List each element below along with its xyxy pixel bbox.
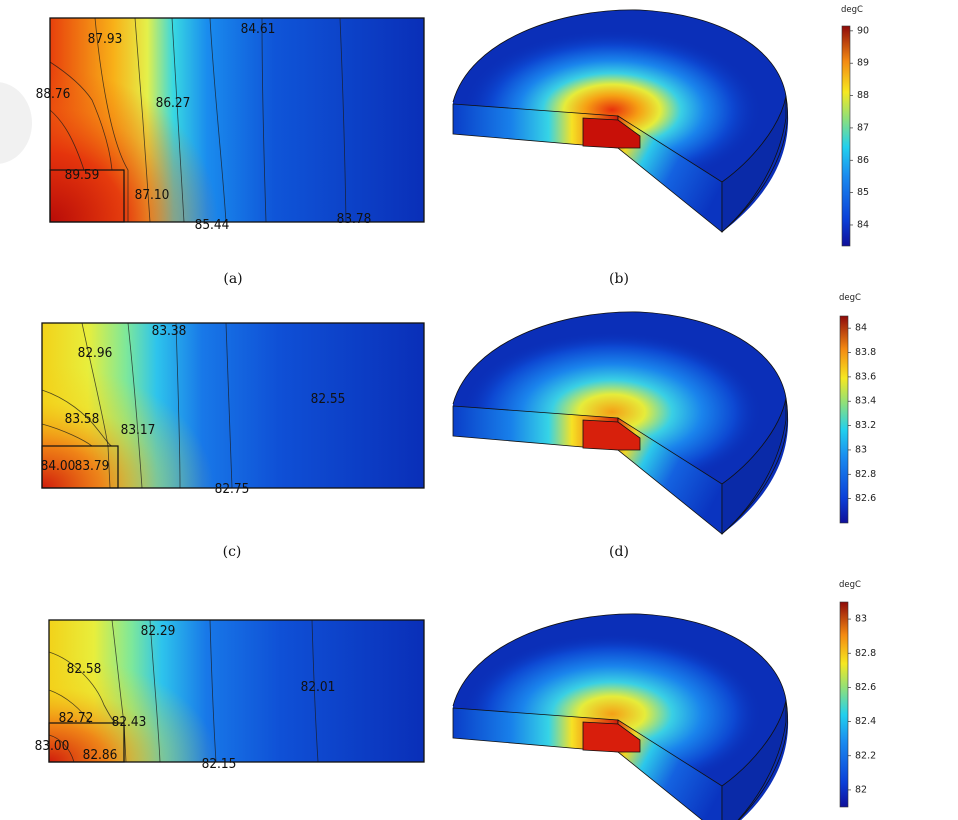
contour-label: 87.93	[88, 31, 123, 47]
colorbar-tick-label: 84	[857, 219, 869, 230]
solid-heater	[582, 419, 641, 451]
isotherm-line	[149, 619, 161, 763]
caption-solid: (b)	[609, 271, 629, 287]
contour-label: 83.78	[337, 211, 372, 227]
isotherm-line	[175, 322, 181, 489]
contour-label: 83.17	[121, 422, 156, 438]
solid-heater	[582, 117, 641, 149]
panel-2: 82.96 83.38 82.55 83.58 83.17 84.00 83.79 82.75…	[41, 293, 877, 560]
contour-label: 82.75	[215, 481, 250, 497]
hot-zone	[42, 364, 214, 488]
contour-label: 83.79	[75, 458, 110, 474]
isotherm-line	[81, 322, 111, 489]
isotherm-line	[49, 109, 85, 171]
colorbar-tick-label: 82.6	[855, 493, 876, 504]
colorbar-tick-label: 82.6	[855, 682, 876, 693]
isotherm-line	[41, 389, 113, 447]
solid-rim-face	[721, 699, 787, 820]
colorbar-unit: degC	[839, 293, 861, 303]
isotherm-line	[49, 61, 113, 171]
panel-1: 87.93 84.61 88.76 86.27 89.59 87.10 85.44 83.78…	[36, 5, 869, 287]
caption-cross-section: (c)	[223, 544, 242, 560]
caption-solid: (d)	[609, 544, 629, 560]
contour-label: 82.72	[59, 710, 94, 726]
colorbar-tick-label: 82.4	[855, 716, 876, 727]
contour-label: 87.10	[135, 187, 170, 203]
colorbar: degC 90 89 88 87 86 85 84	[841, 5, 869, 247]
colorbar-tick-label: 82.8	[855, 648, 876, 659]
colorbar-tick-label: 87	[857, 122, 869, 133]
cross-section-border	[48, 619, 425, 763]
colorbar-unit: degC	[839, 580, 861, 590]
isotherm-line	[41, 423, 93, 447]
colorbar-tick-label: 83	[855, 614, 867, 625]
colorbar-tick-label: 83.2	[855, 420, 876, 431]
isotherm-line	[111, 619, 127, 763]
colorbar: degC 83 82.8 82.6 82.4 82.2 82	[839, 580, 876, 808]
contour-label: 88.76	[36, 86, 71, 102]
contour-label: 86.27	[156, 95, 191, 111]
contour-label: 82.86	[83, 747, 118, 763]
contour-label: 82.43	[112, 714, 147, 730]
contour-label: 83.00	[35, 738, 70, 754]
colorbar-tick-label: 82	[855, 784, 867, 795]
contour-label: 84.00	[41, 458, 76, 474]
contour-label: 84.61	[241, 21, 276, 37]
isotherm-line	[48, 734, 75, 763]
solid-3d-view	[440, 311, 789, 542]
contour-label: 82.29	[141, 623, 176, 639]
colorbar: degC 84 83.8 83.6 83.4 83.2 83 82.8 82.6	[839, 293, 876, 524]
isotherm-line	[48, 689, 91, 724]
colorbar-tick-label: 85	[857, 187, 869, 198]
contour-label: 82.58	[67, 661, 102, 677]
isotherm-line	[48, 651, 117, 724]
colorbar-tick-label: 83.6	[855, 371, 876, 382]
isotherm-line	[339, 17, 347, 223]
solid-3d-view	[440, 613, 789, 820]
colorbar-tick-label: 89	[857, 58, 869, 69]
panel-3: 82.29 82.58 82.01 82.72 82.43 83.00 82.86 82.15…	[35, 580, 876, 820]
contour-label: 82.55	[311, 391, 346, 407]
hot-zone	[50, 69, 219, 222]
solid-heater	[582, 721, 641, 753]
caption-cross-section: (a)	[223, 271, 242, 287]
cross-section-border	[49, 17, 425, 223]
colorbar-gradient	[841, 25, 851, 247]
solid-rim-face	[721, 397, 787, 535]
colorbar-tick-label: 86	[857, 155, 869, 166]
contour-label: 82.15	[202, 756, 237, 772]
contour-label: 83.38	[152, 323, 187, 339]
colorbar-tick-label: 84	[855, 323, 867, 334]
colorbar-tick-label: 83.4	[855, 396, 876, 407]
isotherm-line	[127, 322, 143, 489]
cross-section-border	[41, 322, 425, 489]
colorbar-tick-label: 83	[855, 444, 867, 455]
isotherm-line	[94, 17, 129, 222]
isotherm-line	[311, 619, 319, 763]
contour-label: 89.59	[65, 167, 100, 183]
contour-label: 82.96	[78, 345, 113, 361]
isotherm-line	[225, 322, 233, 489]
solid-rim-face	[721, 95, 787, 233]
colorbar-tick-label: 90	[857, 25, 869, 36]
contour-label: 82.01	[301, 679, 336, 695]
isotherm-line	[261, 17, 267, 223]
colorbar-tick-label: 82.8	[855, 469, 876, 480]
colorbar-gradient	[839, 315, 849, 524]
isotherm-line	[209, 619, 217, 763]
colorbar-unit: degC	[841, 5, 863, 15]
colorbar-tick-label: 82.2	[855, 750, 876, 761]
contour-label: 83.58	[65, 411, 100, 427]
isotherm-line	[209, 17, 227, 223]
colorbar-tick-label: 83.8	[855, 347, 876, 358]
hot-zone	[49, 655, 218, 762]
contour-label: 85.44	[195, 217, 230, 233]
solid-3d-view	[440, 9, 789, 240]
colorbar-tick-label: 88	[857, 90, 869, 101]
isotherm-line	[134, 17, 151, 223]
colorbar-gradient	[839, 601, 849, 808]
isotherm-line	[171, 17, 185, 223]
